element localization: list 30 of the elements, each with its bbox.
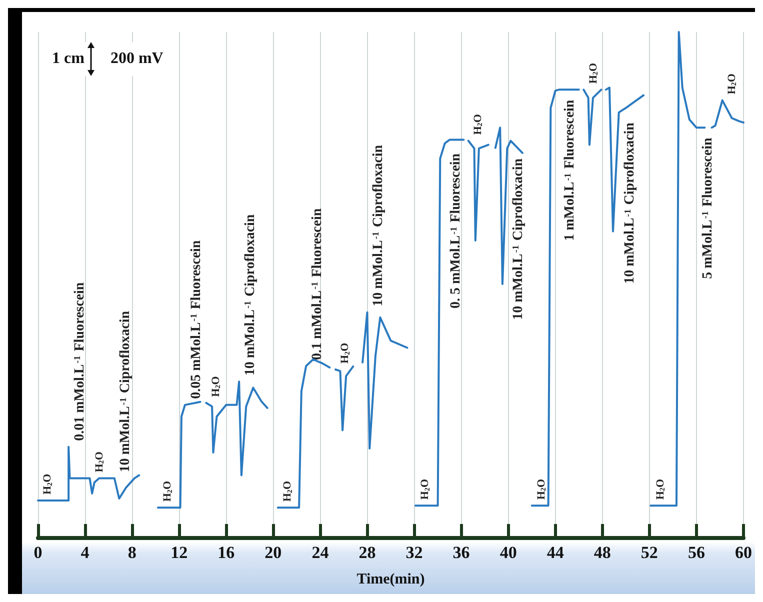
x-tick-label: 48 — [594, 543, 611, 562]
x-tick-label: 36 — [452, 543, 470, 562]
annotation: 10 mMol.L-1 Ciprofloxacin — [510, 158, 526, 320]
x-tick-label: 52 — [640, 543, 658, 562]
x-axis-title: Time(min) — [356, 572, 425, 588]
annotation: 5 mMol.L-1 Fluorescein — [700, 138, 716, 279]
x-tick-label: 16 — [218, 543, 235, 562]
annotation: 0.1 mMol.L-1 Fluorescein — [310, 208, 325, 360]
x-tick-label: 12 — [170, 543, 188, 562]
annotation: 1 cm — [52, 50, 84, 68]
annotation: 0.01 mMol.L-1 Fluorescein — [72, 282, 88, 441]
annotation: 10 mMol.L-1 Ciprofloxacin — [622, 122, 638, 284]
x-tick-label: 8 — [128, 543, 136, 562]
annotation: 10 mMol.L-1 Ciprofloxacin — [242, 214, 258, 376]
annotation: 0.05 mMol.L-1 Fluorescein — [188, 240, 204, 399]
x-tick-label: 56 — [688, 543, 705, 562]
x-tick-label: 60 — [735, 543, 752, 562]
annotation: 0. 5 mMol.L-1 Fluorescein — [448, 153, 464, 309]
x-tick-label: 44 — [546, 543, 564, 562]
x-tick-label: 0 — [34, 543, 42, 562]
x-tick-label: 28 — [358, 543, 376, 562]
annotation: 1 mMol.L-1 Fluorescein — [562, 100, 578, 241]
x-tick-label: 32 — [406, 543, 423, 562]
x-tick-label: 40 — [500, 543, 517, 562]
x-tick-label: 24 — [312, 543, 330, 562]
x-tick-label: 20 — [264, 543, 282, 562]
annotation: 10 mMol.L-1 Ciprofloxacin — [370, 144, 386, 306]
annotation: 10 mMol.L-1 Ciprofloxacin — [118, 310, 134, 472]
annotation: 200 mV — [110, 50, 164, 68]
x-tick-label: 4 — [80, 543, 90, 562]
